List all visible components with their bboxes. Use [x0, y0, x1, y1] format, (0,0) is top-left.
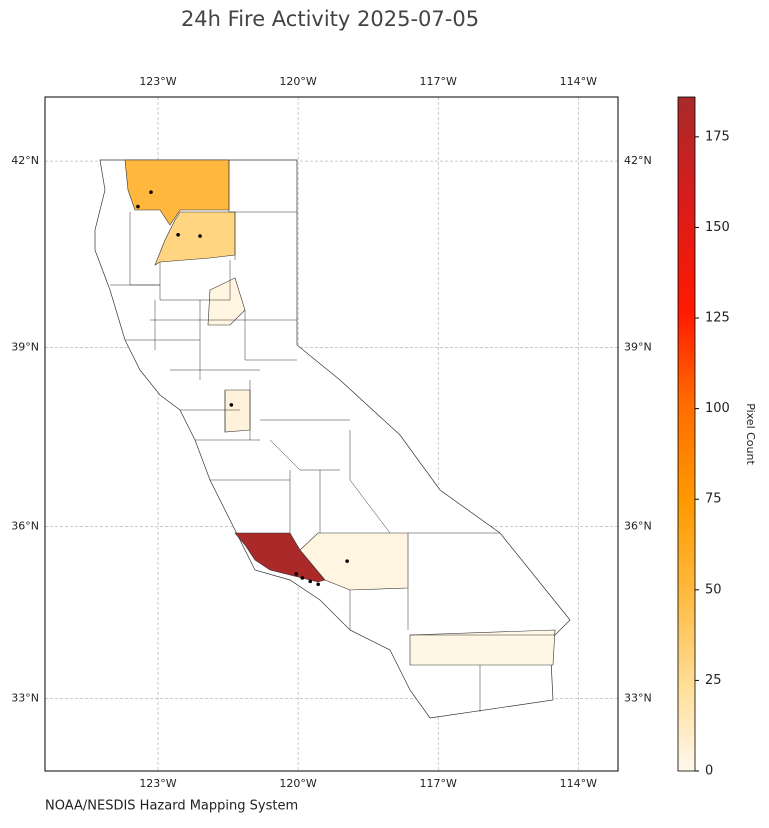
y-tick-label: 39°N	[11, 341, 39, 354]
fire-point	[176, 233, 180, 237]
county-lines	[110, 160, 555, 712]
fire-point	[300, 576, 305, 580]
fire-point	[308, 579, 313, 584]
colorbar-tick-label: 0	[705, 764, 713, 779]
colorbar-tick-label: 75	[705, 492, 722, 507]
x-tick-label: 117°W	[420, 777, 457, 790]
x-tick-label: 114°W	[560, 75, 597, 88]
colorbar-tick-label: 100	[705, 401, 730, 416]
fire-points	[136, 190, 349, 587]
title: 24h Fire Activity 2025-07-05	[181, 7, 479, 31]
x-tick-label: 123°W	[139, 75, 176, 88]
x-tick-label: 114°W	[560, 777, 597, 790]
y-tick-label: 33°N	[11, 691, 39, 704]
fire-point	[345, 559, 349, 563]
y-tick-label: 39°N	[624, 341, 652, 354]
colorbar-tick-label: 50	[705, 582, 722, 597]
fire-point	[149, 190, 153, 194]
colorbar-label: Pixel Count	[744, 403, 757, 465]
regions	[124, 159, 556, 666]
colorbar	[677, 96, 696, 772]
fire-point	[136, 204, 140, 209]
credit: NOAA/NESDIS Hazard Mapping System	[45, 799, 298, 814]
map-frame	[44, 96, 619, 772]
region	[409, 629, 556, 666]
colorbar-tick-label: 150	[705, 220, 730, 235]
fire-point	[294, 572, 299, 576]
y-tick-label: 36°N	[624, 519, 652, 532]
fire-point	[198, 234, 202, 238]
y-tick-label: 42°N	[11, 154, 39, 167]
region	[224, 389, 251, 433]
y-tick-label: 33°N	[624, 691, 652, 704]
fire-point	[229, 403, 234, 407]
y-tick-label: 36°N	[11, 519, 39, 532]
x-tick-label: 120°W	[279, 75, 316, 88]
x-tick-label: 120°W	[279, 777, 316, 790]
colorbar-tick-label: 25	[705, 673, 722, 688]
colorbar-tick-label: 175	[705, 129, 730, 144]
x-tick-label: 123°W	[139, 777, 176, 790]
ticks: 123°W 123°W 120°W 120°W 117°W 117°W 114°W 114°W…	[11, 75, 651, 790]
region	[207, 277, 246, 326]
x-tick-label: 117°W	[420, 75, 457, 88]
fire-point	[316, 582, 320, 587]
y-tick-label: 42°N	[624, 154, 652, 167]
colorbar-tick-label: 125	[705, 311, 730, 326]
